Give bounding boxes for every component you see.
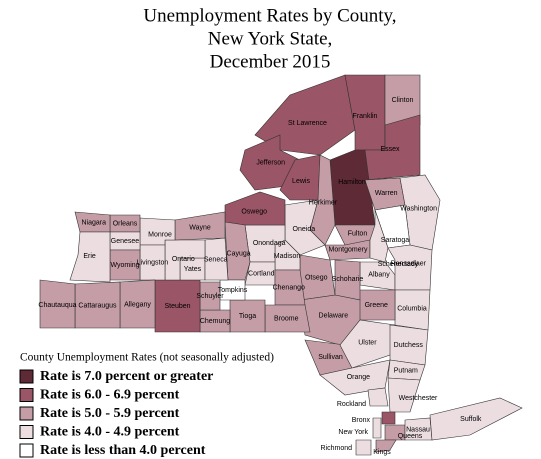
legend-swatch <box>19 443 34 458</box>
county-label: Saratoga <box>381 237 410 244</box>
county <box>367 387 389 407</box>
county-label: Schuyler <box>196 293 224 300</box>
county-label: Sullivan <box>318 354 343 361</box>
county <box>279 154 321 201</box>
legend-label: Rate is 7.0 percent or greater <box>40 369 213 384</box>
title-line: Unemployment Rates by County, <box>143 5 396 26</box>
county-label: Franklin <box>353 113 378 120</box>
county-label: Allegany <box>124 301 151 308</box>
county-label: Bronx <box>352 417 371 424</box>
county-label: Orange <box>347 374 370 381</box>
county <box>375 439 397 453</box>
county-label: Monroe <box>148 232 172 239</box>
county-label: Jefferson <box>256 160 285 167</box>
legend-swatch <box>19 406 34 421</box>
county-label: Dutchess <box>394 342 424 349</box>
county-label: Chautauqua <box>38 302 76 309</box>
county-label: Richmond <box>320 445 352 452</box>
county-label: Schoharie <box>332 276 364 283</box>
county-label: Clinton <box>392 97 414 104</box>
county <box>69 231 111 283</box>
county <box>372 417 382 439</box>
county-label: Washington <box>400 206 437 213</box>
county-label: Ulster <box>358 339 377 346</box>
county-label: Delaware <box>319 313 349 320</box>
county-label: Kings <box>373 449 391 456</box>
county-label: Queens <box>398 433 423 440</box>
county-label: Livingston <box>137 259 169 266</box>
county-label: Ontario <box>172 256 195 263</box>
county-label: Herkimer <box>309 199 338 206</box>
county-label: Oneida <box>293 226 316 233</box>
county <box>319 359 391 396</box>
legend-label: Rate is 6.0 - 6.9 percent <box>40 388 180 403</box>
county-label: Seneca <box>204 256 228 263</box>
county-label: Columbia <box>397 306 427 313</box>
county-label: Rockland <box>337 401 366 408</box>
county <box>429 397 523 441</box>
county <box>381 411 396 425</box>
county-label: Cortland <box>248 270 275 277</box>
county-label: Oswego <box>241 208 267 215</box>
county-label: Wyoming <box>110 262 139 269</box>
legend-label: Rate is less than 4.0 percent <box>40 443 206 458</box>
county-label: Genesee <box>111 238 140 245</box>
county-label: Albany <box>368 272 390 279</box>
legend-title: County Unemployment Rates (not seasonall… <box>20 352 274 364</box>
legend-label: Rate is 5.0 - 5.9 percent <box>40 406 180 421</box>
county-label: Chemung <box>200 318 230 325</box>
county-label: Montgomery <box>329 246 368 253</box>
county <box>204 237 229 281</box>
county-label: Westchester <box>399 395 438 402</box>
county-label: Fulton <box>348 231 368 238</box>
title-line: December 2015 <box>210 51 331 72</box>
county-label: Cayuga <box>227 251 251 258</box>
county <box>39 279 76 329</box>
county-label: Yates <box>184 266 202 273</box>
county-label: Broome <box>274 315 299 322</box>
county-label: Rensselaer <box>391 261 427 268</box>
county-label: Schenectady <box>378 261 419 268</box>
county-label: Chenango <box>273 284 305 291</box>
county-label: Lewis <box>292 178 310 185</box>
legend-swatch <box>19 369 34 384</box>
county-label: Niagara <box>81 220 106 227</box>
county-label: Greene <box>365 302 388 309</box>
county-label: Onondaga <box>253 240 286 247</box>
county-label: Tompkins <box>218 287 248 294</box>
county-label: Warren <box>375 190 398 197</box>
county-label: Otsego <box>305 274 328 281</box>
county-label: Tioga <box>239 313 256 320</box>
county <box>355 439 372 456</box>
title-line: New York State, <box>208 28 333 49</box>
county-label: Madison <box>274 253 301 260</box>
county-label: Nassau <box>406 426 430 433</box>
county <box>387 377 421 413</box>
legend-label: Rate is 4.0 - 4.9 percent <box>40 425 180 440</box>
county-label: Suffolk <box>460 416 482 423</box>
county-label: Putnam <box>394 368 418 375</box>
county-label: New York <box>338 429 368 436</box>
legend-swatch <box>19 388 34 402</box>
county-label: Essex <box>380 146 400 153</box>
county-label: Steuben <box>164 303 190 310</box>
county-label: Wayne <box>189 224 211 231</box>
county-label: Cattaraugus <box>78 302 117 309</box>
legend-swatch <box>19 425 34 439</box>
county-label: Hamilton <box>338 179 366 186</box>
county-label: St Lawrence <box>288 120 327 127</box>
county-label: Orleans <box>113 220 138 227</box>
county-label: Erie <box>83 253 96 260</box>
